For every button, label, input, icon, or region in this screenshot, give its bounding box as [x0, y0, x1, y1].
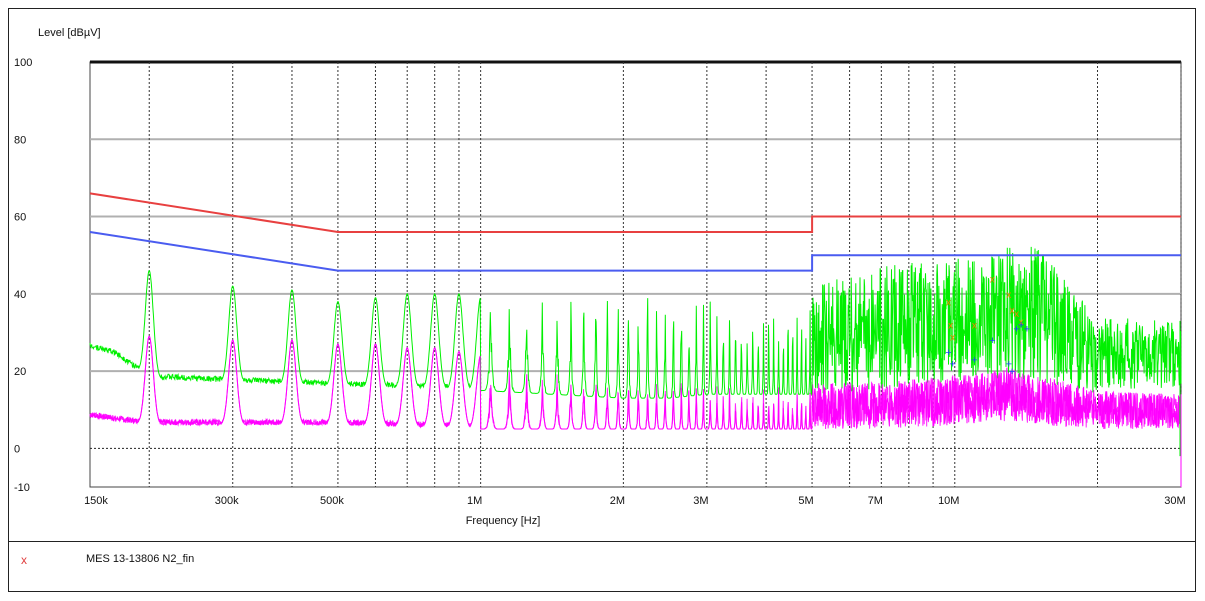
x-tick-label: 2M: [610, 495, 625, 507]
y-tick-label: 60: [14, 212, 26, 224]
status-bar: x MES 13-13806 N2_fin: [8, 541, 1196, 592]
y-tick-label: 40: [14, 289, 26, 301]
x-tick-label: 300k: [215, 495, 239, 507]
avg-marker: +: [1018, 320, 1024, 332]
x-tick-label: 30M: [1164, 495, 1185, 507]
x-tick-label: 7M: [868, 495, 883, 507]
plot-area: 100 80 60 40 20 0 -10 150k 300k 500k 1M 2M 3M 5M 7M 10M…: [14, 57, 1186, 507]
qp-marker: x: [990, 274, 995, 285]
x-tick-label: 500k: [320, 495, 344, 507]
x-tick-label: 5M: [798, 495, 813, 507]
avg-marker: +: [945, 347, 951, 359]
measurement-label: MES 13-13806 N2_fin: [86, 553, 195, 565]
qp-limit-line: [89, 192, 1181, 233]
qp-trace-line: [89, 246, 1182, 399]
x-tick-label: 3M: [693, 495, 708, 507]
y-axis-title: Level [dBµV]: [38, 27, 101, 39]
qp-marker: x: [1009, 305, 1014, 316]
avg-limit-line: [89, 231, 1181, 272]
x-tick-label: 150k: [84, 495, 108, 507]
avg-trace-overlay: [89, 335, 1182, 430]
x-tick-label: 10M: [938, 495, 959, 507]
avg-marker: +: [989, 335, 995, 347]
avg-marker: +: [1009, 366, 1015, 378]
qp-marker: x: [1019, 317, 1024, 328]
qp-marker: x: [1014, 309, 1019, 320]
y-tick-label: 80: [14, 134, 26, 146]
avg-marker: +: [1024, 324, 1030, 336]
avg-marker: +: [1006, 358, 1012, 370]
qp-marker: x: [972, 321, 977, 332]
qp-marker: x: [950, 332, 955, 343]
y-tick-label: -10: [14, 482, 30, 494]
avg-marker: +: [949, 358, 955, 370]
qp-marker: x: [946, 298, 951, 309]
qp-marker: x: [1006, 290, 1011, 301]
x-axis-title: Frequency [Hz]: [466, 515, 541, 527]
y-tick-label: 0: [14, 443, 20, 455]
qp-marker-legend-icon: x: [21, 553, 27, 567]
x-tick-label: 1M: [467, 495, 482, 507]
y-tick-label: 20: [14, 366, 26, 378]
y-tick-label: 100: [14, 57, 32, 69]
avg-marker: +: [1013, 324, 1019, 336]
avg-marker: +: [971, 355, 977, 367]
qp-marker: x: [948, 321, 953, 332]
